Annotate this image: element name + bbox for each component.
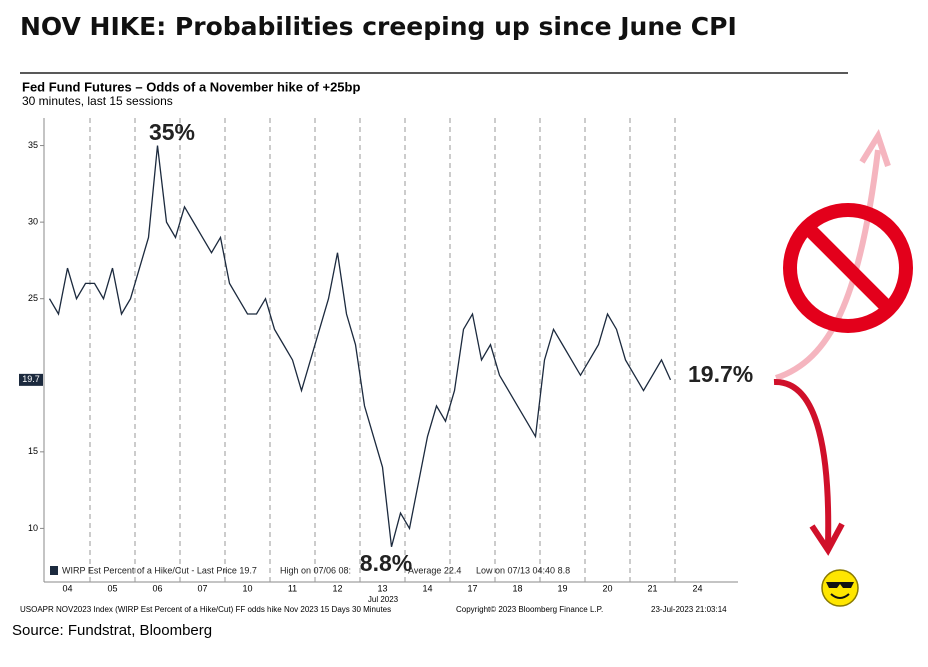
- annotation: 19.7%: [688, 361, 753, 387]
- smiley: [821, 569, 859, 607]
- arrow-head: [859, 128, 891, 167]
- annotation: 8.8%: [360, 550, 412, 576]
- x-tick-label: 10: [242, 583, 252, 593]
- y-tick-label: 30: [28, 217, 38, 227]
- prohibition-sign: [783, 203, 913, 333]
- series-line: [48, 145, 672, 547]
- footer: Copyright© 2023 Bloomberg Finance L.P.: [456, 605, 603, 614]
- legend-swatch: [50, 566, 58, 575]
- x-tick-label: 12: [332, 583, 342, 593]
- x-tick-label: 21: [647, 583, 657, 593]
- x-tick-label: 17: [467, 583, 477, 593]
- y-tick-label: 15: [28, 446, 38, 456]
- sunglasses: [826, 582, 854, 588]
- x-tick-label: 06: [152, 583, 162, 593]
- page-title: NOV HIKE: Probabilities creeping up sinc…: [20, 12, 737, 41]
- x-axis-note: Jul 2023: [368, 595, 399, 604]
- chart-title: Fed Fund Futures – Odds of a November hi…: [22, 79, 360, 94]
- last-price-tag: [19, 373, 43, 386]
- y-tick-label: 10: [28, 523, 38, 533]
- arrow-head: [809, 522, 845, 556]
- legend-item: Low on 07/13 04:40 8.8: [476, 565, 570, 575]
- annotation: 35%: [149, 119, 195, 145]
- x-tick-label: 07: [197, 583, 207, 593]
- source: Source: Fundstrat, Bloomberg: [12, 622, 212, 639]
- legend-item: Average 22.4: [408, 565, 461, 575]
- y-tick-label: 35: [28, 140, 38, 150]
- x-tick-label: 14: [422, 583, 432, 593]
- footer: 23-Jul-2023 21:03:14: [651, 605, 727, 614]
- x-tick-label: 04: [62, 583, 72, 593]
- x-tick-label: 24: [692, 583, 702, 593]
- x-tick-label: 11: [288, 583, 297, 593]
- x-tick-label: 20: [602, 583, 612, 593]
- legend-item: High on 07/06 08:: [280, 565, 351, 575]
- footer: USOAPR NOV2023 Index (WIRP Est Percent o…: [20, 605, 391, 614]
- arrow-up: [775, 149, 881, 381]
- legend-entry: WIRP Est Percent of a Hike/Cut - Last Pr…: [62, 565, 257, 575]
- smile: [830, 593, 850, 599]
- x-tick-label: 05: [107, 583, 117, 593]
- x-tick-label: 13: [377, 583, 387, 593]
- last-price-label: 19.7: [22, 374, 40, 384]
- y-tick-label: 25: [28, 293, 38, 303]
- x-tick-label: 18: [512, 583, 522, 593]
- chart-subtitle: 30 minutes, last 15 sessions: [22, 94, 173, 108]
- arrow-down: [773, 378, 832, 546]
- prohibition-slash: [802, 222, 894, 314]
- x-tick-label: 19: [557, 583, 567, 593]
